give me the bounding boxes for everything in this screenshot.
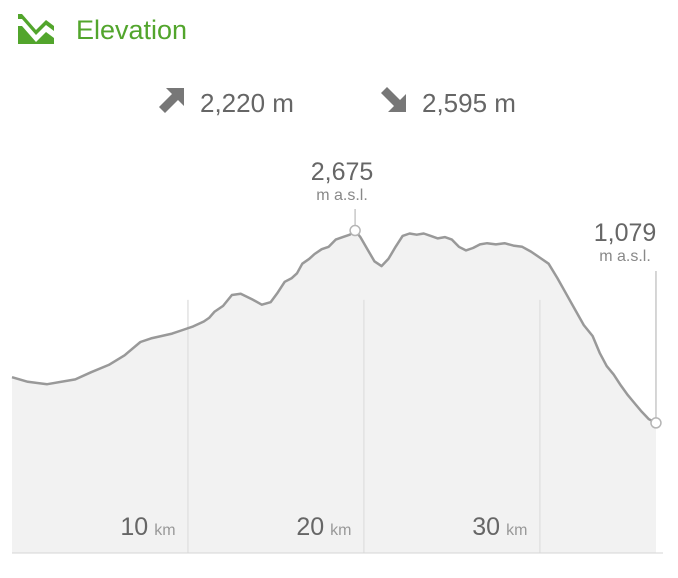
x-tick-label-20: 20 km [296,513,351,541]
x-tick-unit: km [330,522,351,539]
ascent-stat: 2,220 m [158,86,294,121]
x-tick-number: 10 [120,513,148,541]
x-tick-label-10: 10 km [120,513,175,541]
arrow-up-right-icon [158,86,200,121]
descent-value: 2,595 m [422,88,516,118]
max-elevation-marker [349,224,361,237]
max-elevation-label: 2,675 m a.s.l. [292,158,392,206]
elevation-area [12,230,656,553]
end-elevation-value: 1,079 [593,219,657,247]
ascent-value: 2,220 m [200,88,294,118]
elevation-line [11,229,657,425]
x-tick-unit: km [154,522,175,539]
elevation-title: Elevation [76,14,188,45]
elevation-header: Elevation [18,10,187,50]
x-tick-unit: km [506,522,527,539]
end-elevation-unit: m a.s.l. [599,248,651,265]
x-tick-label-30: 30 km [472,513,527,541]
descent-stat: 2,595 m [380,86,516,121]
end-elevation-marker [650,417,662,429]
x-tick-number: 20 [296,513,324,541]
max-elevation-unit: m a.s.l. [316,187,368,204]
end-elevation-label: 1,079 m a.s.l. [575,219,675,267]
elevation-stats: 2,220 m 2,595 m [0,86,678,126]
mountain-icon [18,12,54,49]
max-elevation-value: 2,675 [310,158,374,186]
arrow-down-right-icon [380,86,422,121]
x-tick-number: 30 [472,513,500,541]
